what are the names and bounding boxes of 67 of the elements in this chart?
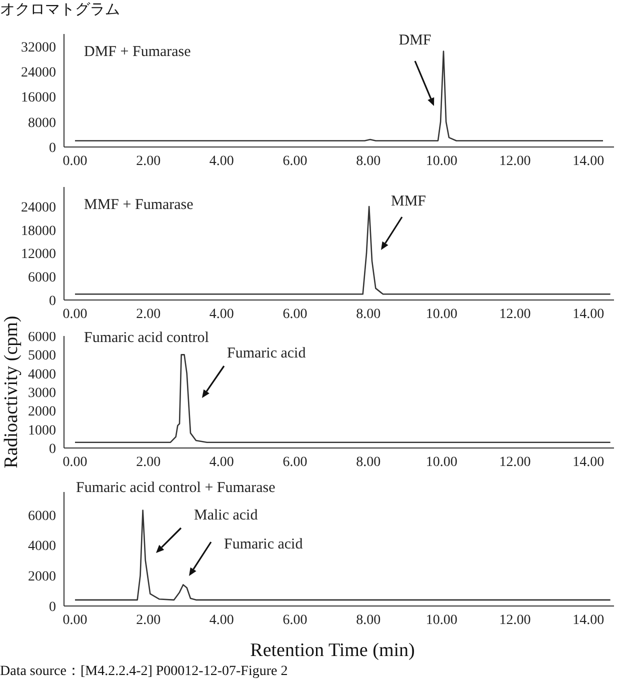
y-tick-label: 0 [49, 294, 56, 309]
x-tick-label: 14.00 [572, 306, 604, 322]
x-tick-label: 0.00 [62, 306, 88, 322]
x-tick-label: 4.00 [209, 306, 234, 322]
chart-title: オクロマトグラム [0, 0, 120, 19]
y-tick-label: 4000 [28, 539, 56, 554]
line-series [74, 510, 611, 601]
y-tick-label: 0 [49, 600, 56, 615]
x-tick-label: 14.00 [572, 454, 604, 470]
y-tick-label: 3000 [28, 386, 56, 401]
x-tick-label: 8.00 [356, 454, 381, 470]
x-tick-label: 14.00 [572, 154, 604, 169]
annotation: Malic acid [194, 508, 258, 524]
x-tick-label: 6.00 [282, 612, 308, 628]
x-tick-label: 2.00 [136, 612, 161, 628]
y-tick-label: 8000 [28, 116, 56, 131]
x-tick-label: 4.00 [209, 612, 234, 628]
chart-subtitle: Fumaric acid control [84, 330, 209, 347]
annotation: DMF [398, 32, 432, 50]
y-tick-label: 0 [49, 140, 56, 156]
x-tick-label: 6.00 [282, 154, 308, 169]
x-tick-label: 10.00 [426, 454, 458, 470]
y-tick-label: 16000 [21, 90, 56, 106]
chart-subtitle: Fumaric acid control + Fumarase [76, 480, 276, 497]
annotation: Fumaric acid [227, 346, 306, 362]
y-tick-label: 5000 [28, 348, 56, 364]
x-tick-label: 10.00 [426, 306, 458, 322]
y-tick-label: 6000 [28, 508, 56, 524]
source-note: Data source：[M4.2.2.4-2] P00012-12-07-Figure 2 [0, 663, 288, 679]
x-tick-label: 8.00 [356, 154, 381, 169]
y-tick-label: 24000 [21, 66, 56, 81]
x-tick-label: 6.00 [282, 306, 308, 322]
x-tick-label: 4.00 [209, 154, 234, 169]
y-tick-label: 0 [49, 442, 56, 457]
y-tick-label: 2000 [28, 404, 56, 420]
x-tick-label: 0.00 [62, 454, 88, 470]
y-tick-label: 4000 [28, 367, 56, 382]
x-tick-label: 12.00 [499, 454, 531, 470]
annotation: Fumaric acid [224, 536, 303, 554]
x-tick-label: 6.00 [282, 454, 308, 470]
x-tick-label: 12.00 [499, 612, 531, 628]
y-tick-label: 24000 [21, 200, 56, 216]
x-tick-label: 8.00 [356, 612, 381, 628]
annotation: MMF [391, 194, 426, 210]
x-tick-label: 10.00 [426, 154, 458, 169]
y-tick-label: 12000 [21, 247, 56, 262]
x-tick-label: 0.00 [62, 154, 88, 169]
x-tick-label: 2.00 [136, 454, 161, 470]
x-tick-label: 12.00 [499, 154, 531, 169]
text: DMF + Fumarase [84, 44, 191, 61]
y-tick-label: 18000 [21, 224, 56, 239]
x-tick-label: 4.00 [209, 454, 234, 470]
y-tick-label: 6000 [28, 270, 56, 286]
x-tick-label: 12.00 [499, 306, 531, 322]
x-tick-label: 8.00 [356, 306, 381, 322]
x-tick-label: 0.00 [62, 612, 88, 628]
x-axis-title: Retention Time (min) [249, 640, 416, 662]
y-axis-title: Radioactivity (cpm) [1, 316, 23, 468]
text: MMF + Fumarase [84, 197, 194, 214]
x-tick-label: 10.00 [426, 612, 458, 628]
x-tick-label: 2.00 [136, 154, 161, 169]
y-tick-label: 32000 [21, 40, 56, 56]
x-tick-label: 14.00 [572, 612, 604, 628]
y-tick-label: 2000 [28, 570, 56, 585]
x-tick-label: 2.00 [136, 306, 161, 322]
y-tick-label: 1000 [28, 423, 56, 438]
y-tick-label: 6000 [28, 330, 56, 345]
